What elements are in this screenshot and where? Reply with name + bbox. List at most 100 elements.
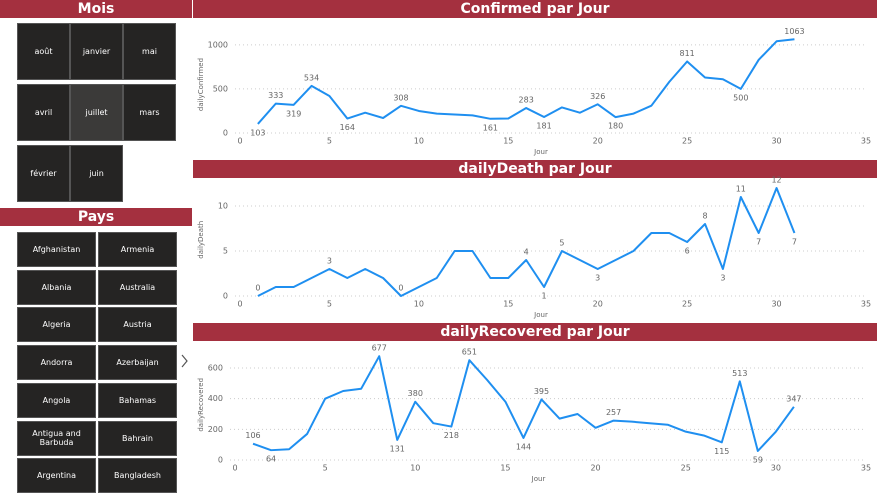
y-tick-label: 0 xyxy=(223,292,228,301)
data-label: 144 xyxy=(516,442,531,451)
x-tick-label: 25 xyxy=(681,464,691,473)
data-label: 11 xyxy=(736,185,746,194)
slicer-item[interactable]: Australia xyxy=(98,269,177,305)
x-tick-label: 5 xyxy=(323,464,328,473)
x-tick-label: 15 xyxy=(503,300,513,309)
data-label: 534 xyxy=(304,73,319,82)
slicer-item[interactable]: Antigua and Barbuda xyxy=(17,420,96,456)
line xyxy=(252,355,795,452)
y-tick-label: 200 xyxy=(208,425,223,434)
data-label: 59 xyxy=(753,455,763,464)
data-label: 811 xyxy=(680,49,695,58)
x-tick-label: 0 xyxy=(237,137,242,146)
x-tick-label: 25 xyxy=(682,137,692,146)
y-tick-label: 0 xyxy=(223,129,228,138)
slicer-item[interactable]: mars xyxy=(123,84,176,141)
x-axis-label: Jour xyxy=(533,148,548,156)
slicer-item[interactable]: mai xyxy=(123,23,176,80)
x-tick-label: 0 xyxy=(232,464,237,473)
slicer-title: Pays xyxy=(0,208,192,226)
chart-title: Confirmed par Jour xyxy=(193,0,877,18)
slicer-item[interactable]: Argentina xyxy=(17,458,96,494)
slicer-item[interactable]: janvier xyxy=(70,23,123,80)
x-tick-label: 15 xyxy=(503,137,513,146)
data-label: 395 xyxy=(534,387,549,396)
data-label: 64 xyxy=(266,455,276,464)
x-tick-label: 35 xyxy=(861,137,871,146)
data-label: 333 xyxy=(268,91,283,100)
slicer-item[interactable]: juin xyxy=(70,145,123,202)
line xyxy=(257,38,795,125)
data-label: 161 xyxy=(483,123,498,132)
data-label: 283 xyxy=(519,96,534,105)
data-label: 3 xyxy=(327,257,332,266)
slicer-item[interactable]: Austria xyxy=(98,307,177,343)
slicer-item[interactable]: Bangladesh xyxy=(98,458,177,494)
y-axis-label: dailyRecovered xyxy=(197,378,205,432)
data-label: 218 xyxy=(444,431,459,440)
y-tick-label: 10 xyxy=(218,202,228,211)
data-label: 319 xyxy=(286,109,301,118)
data-label: 4 xyxy=(524,248,529,257)
data-label: 1063 xyxy=(784,27,804,36)
data-label: 131 xyxy=(390,444,405,453)
slicer-item[interactable]: juillet xyxy=(70,84,123,141)
x-tick-label: 10 xyxy=(410,464,420,473)
data-label: 106 xyxy=(245,431,260,440)
slicer-item[interactable]: Afghanistan xyxy=(17,232,96,267)
slicer-item[interactable]: Algeria xyxy=(17,307,96,343)
x-tick-label: 20 xyxy=(590,464,600,473)
x-tick-label: 30 xyxy=(771,137,781,146)
y-tick-label: 1000 xyxy=(208,40,228,49)
slicer-item[interactable]: février xyxy=(17,145,70,202)
data-label: 7 xyxy=(792,238,797,247)
data-label: 6 xyxy=(685,247,690,256)
data-label: 257 xyxy=(606,408,621,417)
data-label: 651 xyxy=(462,348,477,357)
data-label: 103 xyxy=(250,128,265,137)
x-axis-label: Jour xyxy=(533,311,548,319)
y-tick-label: 500 xyxy=(213,84,228,93)
slicer-item[interactable]: Bahamas xyxy=(98,382,177,418)
x-axis-label: Jour xyxy=(531,475,546,483)
x-tick-label: 5 xyxy=(327,137,332,146)
y-axis-label: dailyDeath xyxy=(197,221,205,259)
x-tick-label: 20 xyxy=(593,137,603,146)
x-tick-label: 25 xyxy=(682,300,692,309)
slicer-item[interactable]: Bahrain xyxy=(98,420,177,456)
x-tick-label: 30 xyxy=(771,464,781,473)
data-label: 181 xyxy=(536,122,551,131)
x-tick-label: 20 xyxy=(593,300,603,309)
data-label: 1 xyxy=(542,292,547,301)
y-axis-label: dailyConfirmed xyxy=(197,58,205,111)
x-tick-label: 15 xyxy=(500,464,510,473)
slicer-item[interactable]: avril xyxy=(17,84,70,141)
slicer-item[interactable]: Albania xyxy=(17,269,96,305)
x-tick-label: 30 xyxy=(771,300,781,309)
y-tick-label: 400 xyxy=(208,394,223,403)
slicer-item[interactable]: Andorra xyxy=(17,345,96,381)
data-label: 7 xyxy=(756,238,761,247)
y-tick-label: 600 xyxy=(208,364,223,373)
slicer-title: Mois xyxy=(0,0,192,18)
y-tick-label: 0 xyxy=(218,456,223,465)
slicer-item[interactable]: Angola xyxy=(17,382,96,418)
x-tick-label: 10 xyxy=(414,137,424,146)
y-tick-label: 5 xyxy=(223,247,228,256)
scroll-arrow[interactable] xyxy=(181,354,188,368)
data-label: 8 xyxy=(702,212,707,221)
data-label: 5 xyxy=(559,239,564,248)
data-label: 308 xyxy=(393,93,408,102)
line xyxy=(257,187,796,297)
data-label: 513 xyxy=(732,369,747,378)
data-label: 0 xyxy=(398,284,403,293)
data-label: 164 xyxy=(340,123,355,132)
data-label: 326 xyxy=(590,92,605,101)
data-label: 0 xyxy=(255,284,260,293)
data-label: 12 xyxy=(771,176,781,185)
chart-title: dailyDeath par Jour xyxy=(193,160,877,178)
slicer-item[interactable]: Armenia xyxy=(98,232,177,267)
slicer-item[interactable]: août xyxy=(17,23,70,80)
slicer-item[interactable]: Azerbaijan xyxy=(98,345,177,381)
